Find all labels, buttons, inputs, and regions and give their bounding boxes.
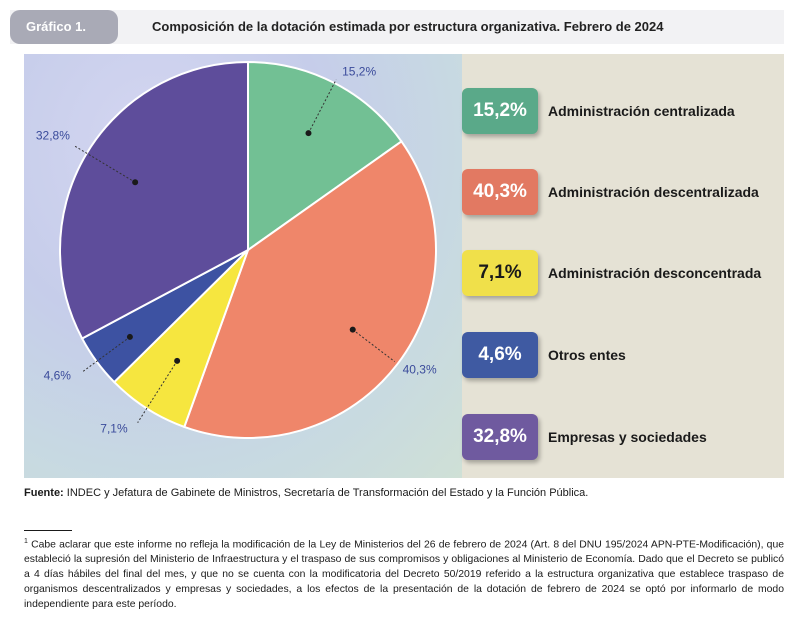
leader-dot-empresas-y-sociedades (132, 179, 139, 186)
leader-dot-administracion-descentralizada (349, 326, 356, 333)
chart-header: Gráfico 1. Composición de la dotación es… (10, 10, 784, 44)
legend-value-administracion-descentralizada: 40,3% (462, 169, 538, 215)
legend-value-otros-entes: 4,6% (462, 332, 538, 378)
legend-label-administracion-centralizada: Administración centralizada (548, 103, 735, 119)
chart-title: Composición de la dotación estimada por … (152, 19, 664, 34)
leader-line-otros-entes (82, 336, 131, 372)
legend-label-administracion-descentralizada: Administración descentralizada (548, 184, 759, 200)
source-note: Fuente: INDEC y Jefatura de Gabinete de … (24, 487, 588, 499)
leader-line-administracion-descentralizada (352, 329, 395, 362)
leader-dot-administracion-centralizada (305, 130, 312, 137)
data-label-otros-entes: 4,6% (44, 368, 72, 382)
pie-chart: 15,2% 40,3% 7,1% 4,6% 32,8% (36, 60, 437, 439)
footnote-text: Cabe aclarar que este informe no refleja… (24, 539, 784, 611)
leader-dot-administracion-desconcentrada (174, 357, 181, 364)
legend-label-administracion-desconcentrada: Administración desconcentrada (548, 265, 762, 281)
source-text: INDEC y Jefatura de Gabinete de Ministro… (66, 487, 589, 499)
data-label-administracion-descentralizada: 40,3% (403, 363, 437, 377)
leader-line-administracion-desconcentrada (137, 360, 178, 423)
leader-dot-otros-entes (126, 333, 133, 340)
legend-value-empresas-y-sociedades: 32,8% (462, 414, 538, 460)
legend: 15,2% Administración centralizada 40,3% Adm… (462, 54, 784, 478)
legend-value-administracion-desconcentrada: 7,1% (462, 250, 538, 296)
data-label-empresas-y-sociedades: 32,8% (36, 129, 70, 143)
footnote-marker: 1 (24, 538, 28, 545)
data-label-administracion-centralizada: 15,2% (342, 65, 376, 79)
source-label: Fuente: (24, 487, 64, 499)
chart-panel: 15,2% 40,3% 7,1% 4,6% 32,8% 15,2% Administrac… (24, 54, 784, 478)
pie-slice-administracion-descentralizada (183, 140, 437, 439)
footnote: 1 Cabe aclarar que este informe no refle… (24, 534, 784, 612)
legend-label-empresas-y-sociedades: Empresas y sociedades (548, 429, 707, 445)
chart-number-tab: Gráfico 1. (10, 10, 118, 44)
pie-area: 15,2% 40,3% 7,1% 4,6% 32,8% (24, 54, 462, 478)
legend-label-otros-entes: Otros entes (548, 347, 626, 363)
data-label-administracion-desconcentrada: 7,1% (100, 422, 128, 436)
legend-value-administracion-centralizada: 15,2% (462, 88, 538, 134)
footnote-divider (24, 530, 72, 531)
